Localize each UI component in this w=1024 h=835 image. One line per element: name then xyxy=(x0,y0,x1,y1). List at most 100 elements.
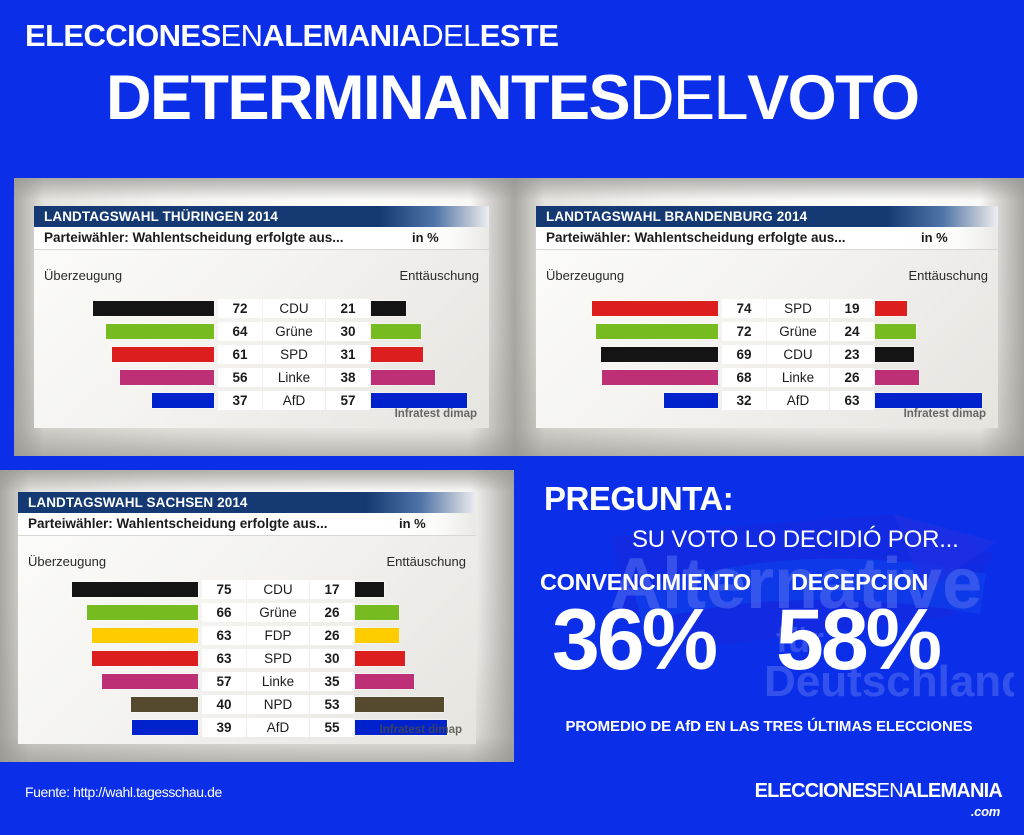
chart-row: 75 CDU 17 xyxy=(18,580,476,599)
chart-title: LANDTAGSWAHL BRANDENBURG 2014 xyxy=(546,209,808,224)
chart-subtitle: Parteiwähler: Wahlentscheidung erfolgte … xyxy=(546,230,846,245)
value-ueberzeugung: 57 xyxy=(202,672,246,691)
chart-row: 37 AfD 57 xyxy=(34,391,489,410)
headline-word: DEL xyxy=(629,63,749,133)
bar-ueberzeugung xyxy=(72,582,198,597)
question-label: PREGUNTA: xyxy=(544,480,734,517)
site-logo: ELECCIONESENALEMANIA .com xyxy=(755,780,1003,819)
axis-label-right: Enttäuschung xyxy=(399,268,479,283)
party-name: Grüne xyxy=(767,322,829,341)
party-name: Linke xyxy=(767,368,829,387)
page-header: ELECCIONESENALEMANIADELESTE DETERMINANTE… xyxy=(0,0,1024,172)
bar-enttaeuschung xyxy=(355,605,399,620)
value-ueberzeugung: 63 xyxy=(202,626,246,645)
chart-row: 61 SPD 31 xyxy=(34,345,489,364)
bar-ueberzeugung xyxy=(93,301,214,316)
chart-subtitle-bar: Parteiwähler: Wahlentscheidung erfolgte … xyxy=(18,513,476,536)
party-name: CDU xyxy=(247,580,309,599)
value-ueberzeugung: 37 xyxy=(218,391,262,410)
panel-edge-top xyxy=(0,470,514,492)
axis-label-right: Enttäuschung xyxy=(908,268,988,283)
chart-row: 63 SPD 30 xyxy=(18,649,476,668)
value-enttaeuschung: 24 xyxy=(830,322,874,341)
chart-row: 39 AfD 55 xyxy=(18,718,476,737)
chart-row: 32 AfD 63 xyxy=(536,391,998,410)
party-name: FDP xyxy=(247,626,309,645)
chart-row: 72 Grüne 24 xyxy=(536,322,998,341)
bar-enttaeuschung xyxy=(355,674,414,689)
headline-word: ALEMANIA xyxy=(262,18,422,53)
value-enttaeuschung: 63 xyxy=(830,391,874,410)
option-right-value: 58% xyxy=(776,592,942,688)
page-footer: Fuente: http://wahl.tagesschau.de ELECCI… xyxy=(0,762,1024,835)
party-name: Grüne xyxy=(247,603,309,622)
chart-title: LANDTAGSWAHL SACHSEN 2014 xyxy=(28,495,248,510)
value-ueberzeugung: 63 xyxy=(202,649,246,668)
party-name: CDU xyxy=(263,299,325,318)
headline-word: ESTE xyxy=(479,18,559,53)
chart-unit: in % xyxy=(412,230,439,245)
value-ueberzeugung: 72 xyxy=(218,299,262,318)
party-name: SPD xyxy=(247,649,309,668)
headline-word: DEL xyxy=(421,18,480,53)
question-panel: Alternative für Deutschland PREGUNTA: SU… xyxy=(514,456,1024,762)
value-ueberzeugung: 72 xyxy=(722,322,766,341)
value-ueberzeugung: 32 xyxy=(722,391,766,410)
bar-enttaeuschung xyxy=(875,370,920,385)
chart-panel-brandenburg: LANDTAGSWAHL BRANDENBURG 2014 Parteiwähl… xyxy=(514,178,1024,456)
headline-word: VOTO xyxy=(747,63,920,133)
value-ueberzeugung: 56 xyxy=(218,368,262,387)
panel-edge-bottom xyxy=(14,430,514,456)
question-note: PROMEDIO DE AfD EN LAS TRES ÚLTIMAS ELEC… xyxy=(565,718,973,735)
chart-row: 64 Grüne 30 xyxy=(34,322,489,341)
bar-enttaeuschung xyxy=(371,324,422,339)
chart-source: Infratest dimap xyxy=(379,724,462,736)
option-right-label: DECEPCION xyxy=(791,569,929,595)
value-ueberzeugung: 74 xyxy=(722,299,766,318)
value-enttaeuschung: 23 xyxy=(830,345,874,364)
chart-panel-sachsen: LANDTAGSWAHL SACHSEN 2014 Parteiwähler: … xyxy=(0,470,514,762)
chart-source: Infratest dimap xyxy=(394,408,477,420)
chart-unit: in % xyxy=(921,230,948,245)
panel-edge-top xyxy=(14,178,514,200)
chart-subtitle-bar: Parteiwähler: Wahlentscheidung erfolgte … xyxy=(536,227,998,250)
chart-titlebar: LANDTAGSWAHL BRANDENBURG 2014 xyxy=(536,206,998,227)
bar-enttaeuschung xyxy=(875,301,908,316)
axis-label-left: Überzeugung xyxy=(546,268,625,283)
axis-label-right: Enttäuschung xyxy=(386,554,466,569)
panel-edge-top xyxy=(514,178,1024,200)
option-left-label: CONVENCIMIENTO xyxy=(540,569,751,595)
bar-ueberzeugung xyxy=(119,370,214,385)
party-name: AfD xyxy=(263,391,325,410)
bar-ueberzeugung xyxy=(600,347,718,362)
bar-ueberzeugung xyxy=(106,324,214,339)
party-name: Linke xyxy=(247,672,309,691)
question-text: SU VOTO LO DECIDIÓ POR... xyxy=(632,526,959,553)
chart-card: LANDTAGSWAHL BRANDENBURG 2014 Parteiwähl… xyxy=(536,206,998,428)
chart-unit: in % xyxy=(399,516,426,531)
headline-word: EN xyxy=(220,18,263,53)
panel-edge-bottom xyxy=(514,430,1024,456)
value-ueberzeugung: 75 xyxy=(202,580,246,599)
value-enttaeuschung: 57 xyxy=(326,391,370,410)
axis-label-left: Überzeugung xyxy=(28,554,107,569)
party-name: AfD xyxy=(247,718,309,737)
party-name: Linke xyxy=(263,368,325,387)
value-enttaeuschung: 26 xyxy=(310,626,354,645)
chart-row: 57 Linke 35 xyxy=(18,672,476,691)
bar-ueberzeugung xyxy=(592,301,718,316)
value-ueberzeugung: 61 xyxy=(218,345,262,364)
bar-enttaeuschung xyxy=(371,370,435,385)
headline-word: ELECCIONES xyxy=(25,18,221,53)
source-url[interactable]: Fuente: http://wahl.tagesschau.de xyxy=(25,784,222,800)
page-title: DETERMINANTESDELVOTO xyxy=(106,62,920,134)
value-enttaeuschung: 31 xyxy=(326,345,370,364)
chart-titlebar: LANDTAGSWAHL THÜRINGEN 2014 xyxy=(34,206,489,227)
chart-row: 66 Grüne 26 xyxy=(18,603,476,622)
header-kicker: ELECCIONESENALEMANIADELESTE xyxy=(25,18,559,54)
value-enttaeuschung: 30 xyxy=(326,322,370,341)
value-enttaeuschung: 26 xyxy=(310,603,354,622)
bar-enttaeuschung xyxy=(371,301,407,316)
bar-enttaeuschung xyxy=(875,324,916,339)
bar-ueberzeugung xyxy=(602,370,718,385)
